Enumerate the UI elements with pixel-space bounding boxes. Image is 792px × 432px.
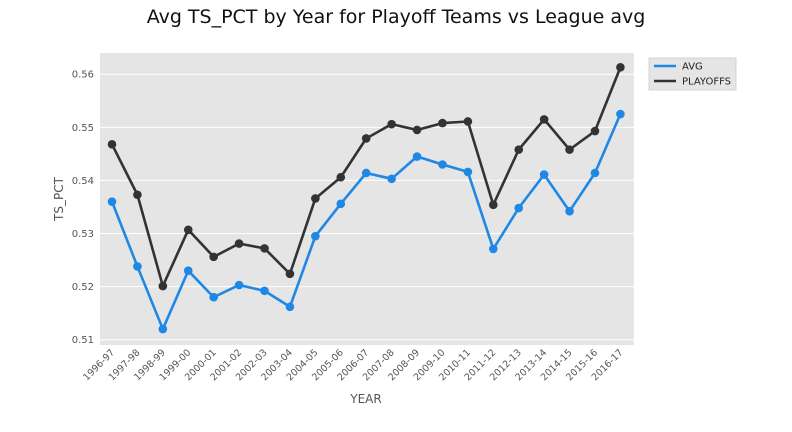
data-point — [539, 115, 549, 124]
series-playoffs — [107, 63, 625, 291]
data-point — [361, 168, 371, 178]
data-point — [514, 145, 524, 154]
data-point — [438, 118, 447, 128]
data-point — [133, 262, 142, 271]
data-point — [234, 239, 244, 248]
data-point — [489, 200, 498, 210]
data-point — [260, 244, 269, 253]
data-point — [387, 174, 396, 184]
y-tick-label: 0.51 — [72, 335, 94, 346]
x-axis-ticks: 1996-971997-981998-991999-002000-012001-… — [81, 347, 625, 383]
data-point — [463, 117, 473, 126]
data-point — [183, 225, 193, 235]
data-point — [234, 280, 244, 290]
data-point — [514, 203, 524, 213]
data-point — [336, 199, 346, 209]
data-point — [285, 302, 295, 312]
y-tick-label: 0.53 — [72, 229, 94, 240]
data-point — [158, 281, 168, 291]
data-point — [361, 134, 371, 143]
y-axis-label: TS_PCT — [52, 176, 66, 222]
data-point — [158, 324, 168, 334]
data-point — [539, 170, 549, 179]
legend-box — [648, 57, 737, 91]
data-point — [412, 152, 422, 161]
data-point — [183, 266, 193, 275]
data-point — [590, 126, 600, 136]
data-point — [133, 190, 142, 200]
data-point — [616, 109, 625, 119]
data-point — [260, 286, 269, 296]
y-tick-label: 0.55 — [72, 123, 94, 134]
data-point — [565, 145, 574, 154]
plot-background — [100, 53, 634, 345]
legend-label-playoffs: PLAYOFFS — [682, 77, 731, 88]
data-point — [209, 292, 218, 302]
gridlines — [100, 73, 634, 341]
data-point — [209, 252, 218, 262]
data-point — [107, 140, 117, 149]
data-point — [565, 206, 574, 216]
data-point — [489, 244, 498, 254]
y-tick-label: 0.54 — [72, 176, 94, 187]
data-point — [311, 231, 320, 241]
series-avg — [107, 109, 625, 334]
chart-title: Avg TS_PCT by Year for Playoff Teams vs … — [146, 6, 646, 28]
data-point — [616, 63, 625, 72]
legend-label-avg: AVG — [682, 62, 703, 73]
data-point — [387, 119, 396, 129]
data-point — [336, 172, 346, 182]
series-group — [107, 63, 625, 334]
data-point — [438, 160, 447, 169]
y-axis-ticks: 0.51 0.52 0.53 0.54 0.55 0.56 — [72, 70, 94, 346]
data-point — [412, 125, 422, 135]
data-point — [107, 197, 117, 206]
x-axis-label: YEAR — [349, 392, 381, 406]
legend: AVG PLAYOFFS — [648, 57, 737, 91]
data-point — [311, 194, 320, 203]
data-point — [285, 269, 295, 279]
y-tick-label: 0.56 — [72, 70, 94, 81]
data-point — [590, 168, 600, 178]
data-point — [463, 167, 473, 177]
y-tick-label: 0.52 — [72, 282, 94, 293]
